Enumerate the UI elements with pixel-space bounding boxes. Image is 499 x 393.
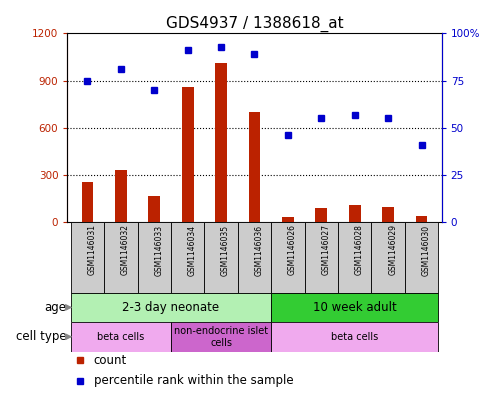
Bar xyxy=(171,222,205,293)
Text: non-endocrine islet
cells: non-endocrine islet cells xyxy=(174,326,268,347)
Text: age: age xyxy=(45,301,67,314)
Bar xyxy=(238,222,271,293)
Bar xyxy=(416,216,428,222)
Text: GSM1146036: GSM1146036 xyxy=(254,224,263,275)
Bar xyxy=(271,293,438,321)
Text: GSM1146028: GSM1146028 xyxy=(355,224,364,275)
Bar xyxy=(338,222,371,293)
Bar xyxy=(104,222,138,293)
Bar xyxy=(215,63,227,222)
Text: GSM1146026: GSM1146026 xyxy=(288,224,297,275)
Text: count: count xyxy=(94,354,127,367)
Bar xyxy=(115,170,127,222)
Bar xyxy=(271,222,304,293)
Bar xyxy=(171,321,271,352)
Text: GSM1146029: GSM1146029 xyxy=(388,224,397,275)
Text: GSM1146030: GSM1146030 xyxy=(422,224,431,275)
Bar xyxy=(349,205,361,222)
Bar xyxy=(205,222,238,293)
Bar xyxy=(71,321,171,352)
Title: GDS4937 / 1388618_at: GDS4937 / 1388618_at xyxy=(166,16,343,32)
Bar xyxy=(405,222,438,293)
Bar xyxy=(271,321,438,352)
Bar xyxy=(382,207,394,222)
Text: beta cells: beta cells xyxy=(331,332,378,342)
Text: percentile rank within the sample: percentile rank within the sample xyxy=(94,375,293,387)
Bar xyxy=(304,222,338,293)
Text: GSM1146034: GSM1146034 xyxy=(188,224,197,275)
Bar xyxy=(315,208,327,222)
Text: GSM1146035: GSM1146035 xyxy=(221,224,230,275)
Bar xyxy=(182,87,194,222)
Bar xyxy=(138,222,171,293)
Text: 10 week adult: 10 week adult xyxy=(313,301,397,314)
Text: GSM1146027: GSM1146027 xyxy=(321,224,330,275)
Text: beta cells: beta cells xyxy=(97,332,144,342)
Text: cell type: cell type xyxy=(16,330,67,343)
Bar xyxy=(371,222,405,293)
Bar xyxy=(249,112,260,222)
Bar xyxy=(71,293,271,321)
Text: GSM1146033: GSM1146033 xyxy=(154,224,163,275)
Bar xyxy=(282,217,294,222)
Bar xyxy=(71,222,104,293)
Text: 2-3 day neonate: 2-3 day neonate xyxy=(122,301,220,314)
Text: GSM1146032: GSM1146032 xyxy=(121,224,130,275)
Bar xyxy=(148,196,160,222)
Bar xyxy=(81,182,93,222)
Text: GSM1146031: GSM1146031 xyxy=(87,224,96,275)
